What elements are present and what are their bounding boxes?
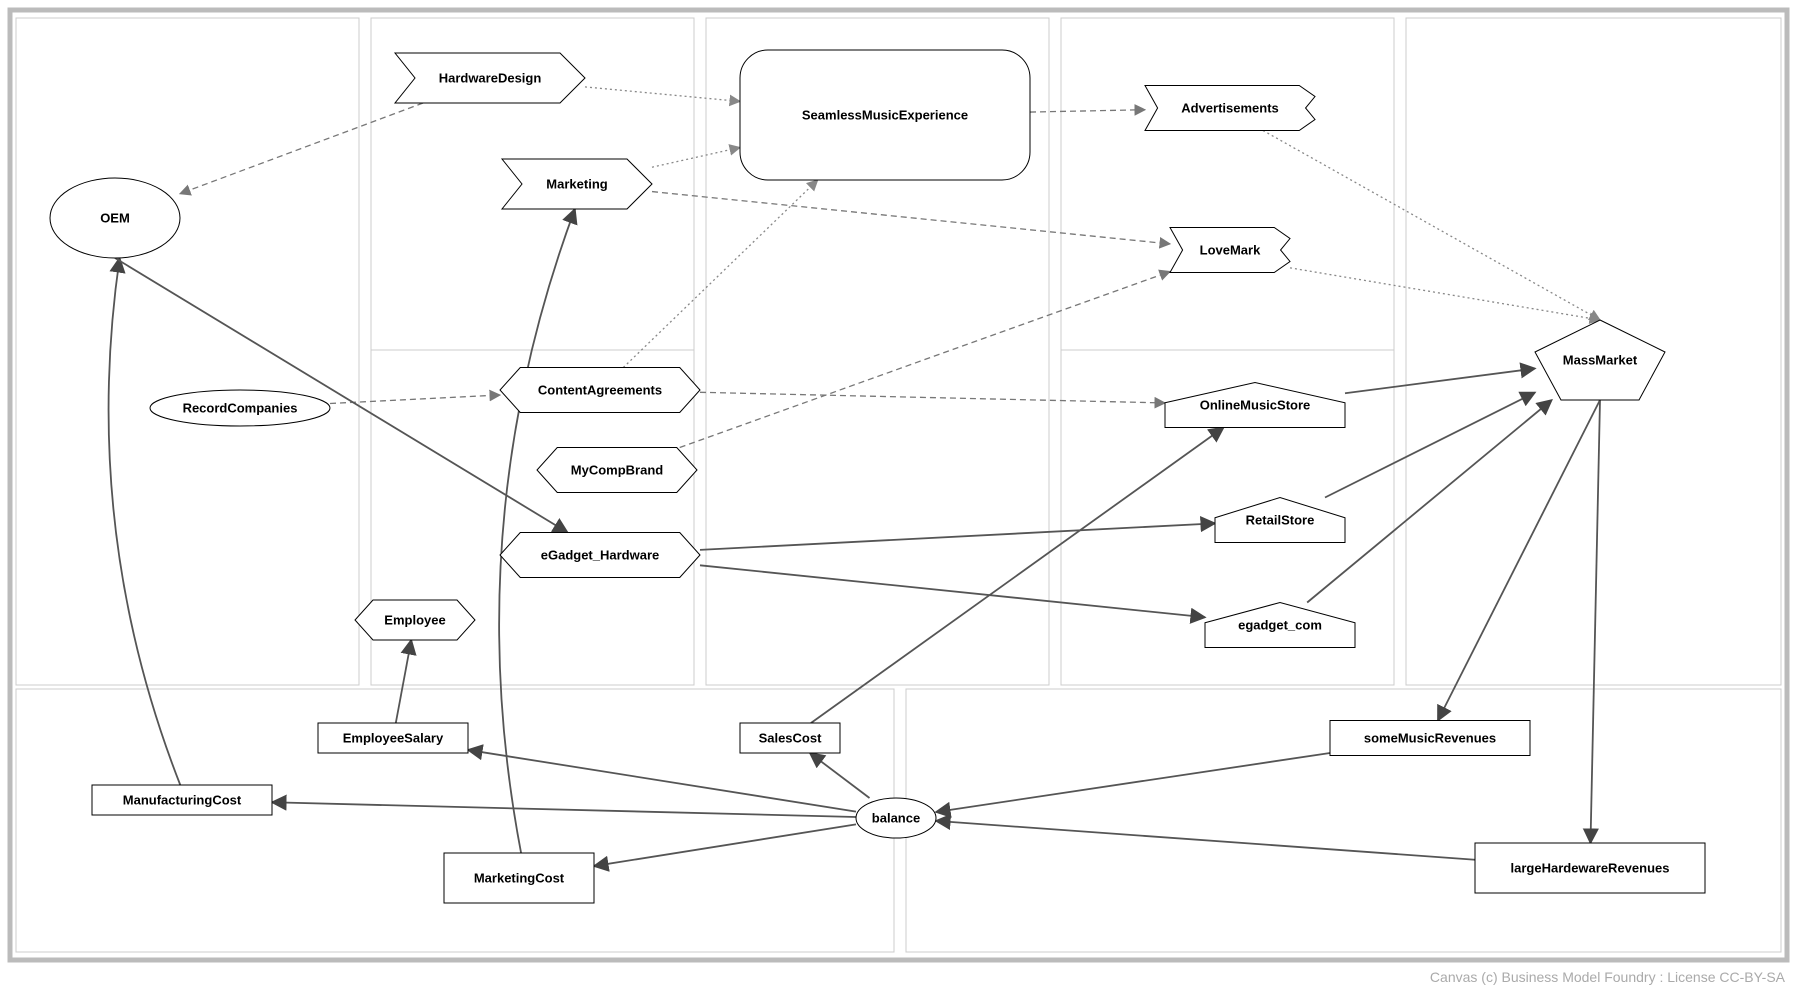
edge-HardwareDesign-OEM <box>180 103 423 194</box>
edge-LoveMark-MassMarket <box>1290 268 1600 320</box>
edge-RetailStore-MassMarket <box>1325 393 1535 498</box>
node-label-MyCompBrand: MyCompBrand <box>571 462 664 477</box>
edge-ContentAgreements-SeamlessMusicExperience <box>623 180 817 368</box>
edge-SalesCost-OnlineMusicStore <box>811 428 1224 724</box>
edge-someMusicRevenues-balance <box>936 753 1330 812</box>
node-label-OEM: OEM <box>100 210 130 225</box>
edge-balance-EmployeeSalary <box>468 750 856 812</box>
node-label-SeamlessMusicExperience: SeamlessMusicExperience <box>802 107 968 122</box>
node-label-balance: balance <box>872 810 920 825</box>
edge-OnlineMusicStore-MassMarket <box>1345 368 1535 393</box>
node-label-MassMarket: MassMarket <box>1563 352 1638 367</box>
edge-balance-ManufacturingCost <box>272 802 856 817</box>
edge-largeHardewareRevenues-balance <box>936 821 1475 860</box>
node-label-largeHardewareRevenues: largeHardewareRevenues <box>1511 860 1670 875</box>
edge-SeamlessMusicExperience-Advertisements <box>1030 110 1145 112</box>
node-label-MarketingCost: MarketingCost <box>474 870 565 885</box>
node-label-EmployeeSalary: EmployeeSalary <box>343 730 444 745</box>
node-label-RetailStore: RetailStore <box>1246 512 1315 527</box>
node-label-SalesCost: SalesCost <box>759 730 823 745</box>
bmc-diagram: OEM RecordCompanies HardwareDesign Marketin… <box>0 0 1797 992</box>
node-label-Marketing: Marketing <box>546 176 607 191</box>
node-label-Advertisements: Advertisements <box>1181 100 1279 115</box>
edge-ContentAgreements-OnlineMusicStore <box>700 392 1165 403</box>
edge-egadget_com-MassMarket <box>1307 400 1552 603</box>
canvas-cell <box>371 18 694 685</box>
node-label-Employee: Employee <box>384 612 445 627</box>
edge-MassMarket-largeHardewareRevenues <box>1590 400 1600 843</box>
node-label-ContentAgreements: ContentAgreements <box>538 382 662 397</box>
edge-MassMarket-someMusicRevenues <box>1438 400 1600 721</box>
edge-Marketing-SeamlessMusicExperience <box>652 147 740 167</box>
edge-MyCompBrand-LoveMark <box>680 272 1170 448</box>
edge-Advertisements-MassMarket <box>1263 131 1600 321</box>
edge-RecordCompanies-ContentAgreements <box>330 395 500 404</box>
node-label-RecordCompanies: RecordCompanies <box>183 400 298 415</box>
footer-license: Canvas (c) Business Model Foundry : Lice… <box>1430 969 1786 985</box>
node-label-someMusicRevenues: someMusicRevenues <box>1364 730 1496 745</box>
edge-ManufacturingCost-OEM <box>109 258 181 785</box>
node-label-HardwareDesign: HardwareDesign <box>439 70 542 85</box>
node-label-LoveMark: LoveMark <box>1200 242 1261 257</box>
node-label-eGadget_Hardware: eGadget_Hardware <box>541 547 660 562</box>
canvas-cell <box>16 18 359 685</box>
edge-eGadget_Hardware-RetailStore <box>700 523 1215 550</box>
edge-EmployeeSalary-Employee <box>396 640 411 723</box>
node-label-OnlineMusicStore: OnlineMusicStore <box>1200 397 1311 412</box>
edge-balance-MarketingCost <box>594 824 856 866</box>
edge-eGadget_Hardware-egadget_com <box>700 565 1205 617</box>
edge-HardwareDesign-SeamlessMusicExperience <box>585 87 740 102</box>
node-label-egadget_com: egadget_com <box>1238 617 1322 632</box>
edge-Marketing-LoveMark <box>652 192 1170 244</box>
edge-balance-SalesCost <box>810 753 870 798</box>
nodes-layer: OEM RecordCompanies HardwareDesign Marketin… <box>50 50 1705 903</box>
node-label-ManufacturingCost: ManufacturingCost <box>123 792 242 807</box>
